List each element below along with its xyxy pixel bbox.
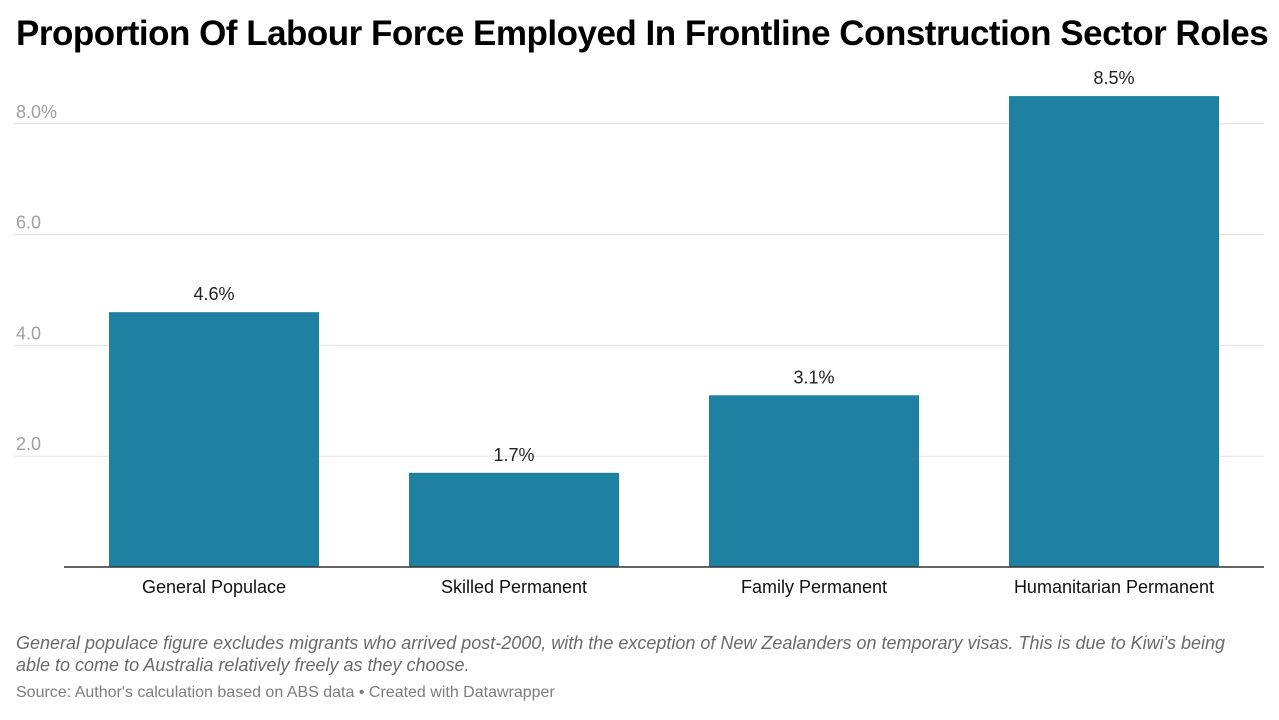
y-axis-tick-labels: 2.0 4.0 6.0 8.0% xyxy=(16,102,57,454)
bar-value-label: 8.5% xyxy=(1093,68,1134,88)
y-tick-label: 8.0% xyxy=(16,102,57,122)
source-label: Source: Author's calculation based on AB… xyxy=(16,684,355,701)
y-tick-label: 6.0 xyxy=(16,213,41,233)
y-tick-label: 2.0 xyxy=(16,434,41,454)
source-line: Source: Author's calculation based on AB… xyxy=(16,684,555,702)
bar xyxy=(1009,96,1219,567)
bar-value-label: 4.6% xyxy=(193,284,234,304)
x-tick-label: Family Permanent xyxy=(741,577,887,597)
bar xyxy=(709,395,919,567)
bar-value-label: 1.7% xyxy=(493,445,534,465)
bars xyxy=(109,96,1219,567)
y-tick-label: 4.0 xyxy=(16,323,41,343)
chart-title: Proportion Of Labour Force Employed In F… xyxy=(16,14,1269,53)
chart-notes: General populace figure excludes migrant… xyxy=(16,633,1226,675)
bar-value-label: 3.1% xyxy=(793,367,834,387)
bar xyxy=(409,472,619,567)
x-axis-category-labels: General Populace Skilled Permanent Family … xyxy=(142,577,1214,597)
source-separator: • xyxy=(358,684,365,701)
bar xyxy=(109,312,319,567)
x-tick-label: Skilled Permanent xyxy=(441,577,587,597)
x-tick-label: Humanitarian Permanent xyxy=(1014,577,1214,597)
value-labels: 4.6% 1.7% 3.1% 8.5% xyxy=(193,68,1134,465)
x-tick-label: General Populace xyxy=(142,577,286,597)
datawrapper-credit: Created with Datawrapper xyxy=(368,684,555,701)
